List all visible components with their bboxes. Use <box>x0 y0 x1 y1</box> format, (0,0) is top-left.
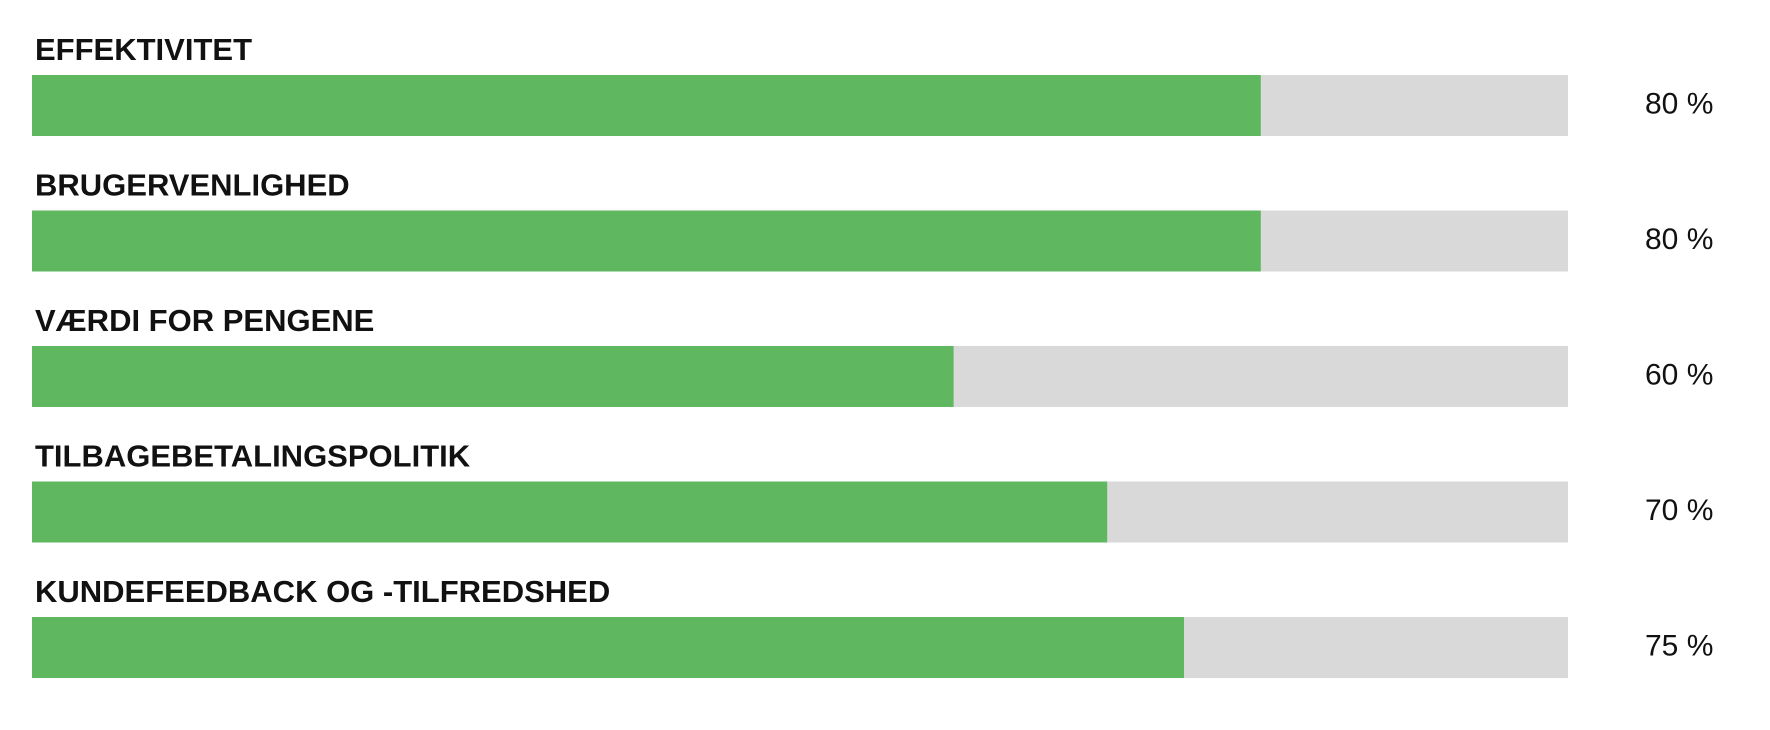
category-label: TILBAGEBETALINGSPOLITIK <box>35 439 471 474</box>
value-label: 60 % <box>1645 358 1713 391</box>
bar <box>32 617 1184 678</box>
category-label: BRUGERVENLIGHED <box>35 168 350 203</box>
bar <box>32 481 1108 543</box>
bar <box>32 75 1261 136</box>
value-label: 75 % <box>1645 629 1713 662</box>
bar <box>32 210 1261 272</box>
value-label: 80 % <box>1645 87 1713 120</box>
category-label: KUNDEFEEDBACK OG -TILFREDSHED <box>35 574 610 609</box>
category-label: VÆRDI FOR PENGENE <box>35 303 374 338</box>
value-label: 70 % <box>1645 494 1713 527</box>
bar <box>32 346 954 407</box>
value-label: 80 % <box>1645 223 1713 256</box>
category-label: EFFEKTIVITET <box>35 32 252 67</box>
